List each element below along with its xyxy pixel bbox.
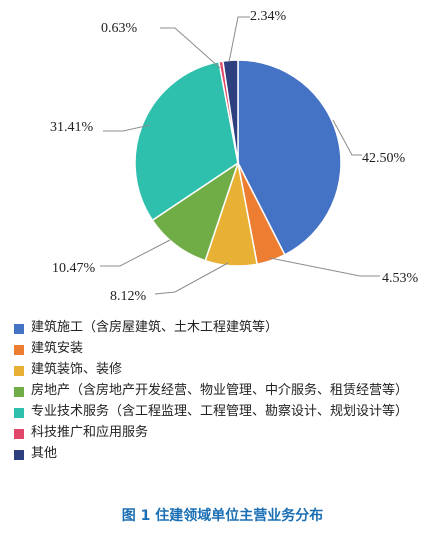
legend-label: 建筑安装: [31, 341, 84, 356]
legend-swatch: [14, 408, 24, 418]
data-label: 10.47%: [52, 261, 96, 276]
data-label: 2.34%: [250, 9, 287, 24]
leader-line: [103, 124, 151, 132]
legend-label: 建筑装饰、装修: [31, 362, 123, 377]
leader-line: [100, 239, 171, 267]
leader-line: [332, 119, 362, 156]
legend-item: 房地产（含房地产开发经营、物业管理、中介服务、租赁经营等）: [14, 382, 439, 400]
figure-caption: 图 1 住建领域单位主营业务分布: [121, 508, 324, 524]
pie-slice: [222, 59, 239, 164]
legend-swatch: [14, 450, 24, 460]
data-label: 4.53%: [382, 271, 419, 286]
legend-label: 其他: [31, 446, 58, 461]
legend-swatch: [14, 324, 24, 334]
pie-chart: 42.50% 4.53% 8.12% 10.47% 31.41% 0.63% 2.34%: [50, 9, 419, 304]
legend-item: 科技推广和应用服务: [14, 424, 439, 442]
legend-item: 建筑施工（含房屋建筑、土木工程建筑等）: [14, 319, 439, 337]
legend-swatch: [14, 387, 24, 397]
legend-swatch: [14, 345, 24, 355]
leader-line: [269, 257, 380, 277]
legend-swatch: [14, 366, 24, 376]
leader-line: [154, 262, 229, 295]
pie-slice: [237, 59, 342, 256]
legend: 建筑施工（含房屋建筑、土木工程建筑等） 建筑安装建筑装饰、装修房地产（含房地产开发…: [14, 319, 439, 466]
value-labels: 42.50% 4.53% 8.12% 10.47% 31.41% 0.63% 2.34%: [50, 9, 419, 304]
legend-item: 其他: [14, 445, 439, 463]
legend-item: 建筑安装: [14, 340, 439, 358]
pie-slices: [134, 59, 342, 267]
legend-item: 建筑装饰、装修: [14, 361, 439, 379]
legend-label: 专业技术服务（含工程监理、工程管理、勘察设计、规划设计等）: [31, 404, 409, 419]
legend-label: 科技推广和应用服务: [31, 425, 149, 440]
legend-item: 专业技术服务（含工程监理、工程管理、勘察设计、规划设计等）: [14, 403, 439, 421]
data-label: 31.41%: [50, 120, 94, 135]
leader-line: [228, 16, 250, 63]
data-label: 0.63%: [101, 21, 138, 36]
legend-label: 建筑施工（含房屋建筑、土木工程建筑等）: [31, 320, 279, 335]
pie-slice: [134, 60, 239, 222]
legend-label: 房地产（含房地产开发经营、物业管理、中介服务、租赁经营等）: [31, 383, 409, 398]
data-label: 42.50%: [362, 151, 406, 166]
leader-lines: [100, 16, 380, 295]
legend-swatch: [14, 429, 24, 439]
leader-line: [160, 27, 221, 69]
data-label: 8.12%: [110, 289, 147, 304]
pie-slice: [151, 161, 240, 262]
